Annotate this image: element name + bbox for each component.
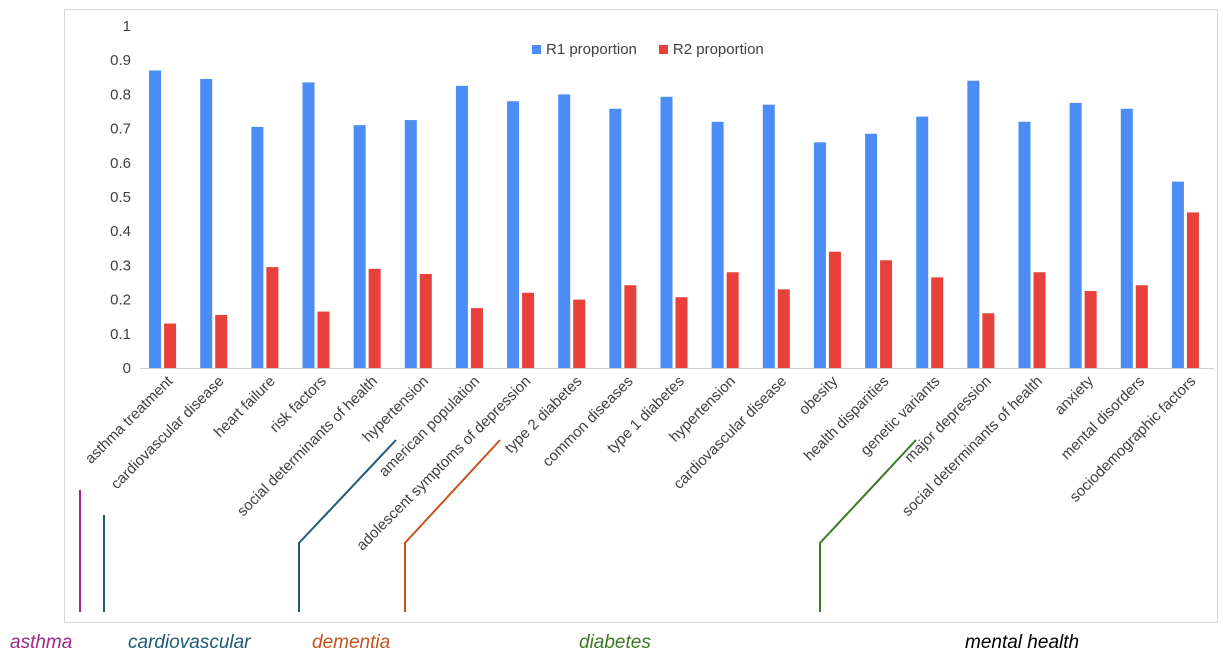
bar-r1 [1069, 102, 1082, 368]
legend-label-r1: R1 proportion [546, 41, 637, 58]
bar-r2 [470, 308, 483, 368]
x-tick-label: asthma treatment [82, 372, 177, 467]
bar-r1 [1120, 108, 1133, 368]
y-tick-label: 0.9 [110, 52, 131, 69]
group-line-diabetes [819, 439, 917, 612]
y-tick-label: 0.3 [110, 257, 131, 274]
bar-r1 [507, 101, 520, 369]
group-line-cardiovascular-end [298, 439, 397, 612]
y-tick-label: 0 [123, 360, 131, 377]
bar-r2 [880, 260, 893, 368]
y-tick-label: 0.6 [110, 155, 131, 172]
bar-r2 [931, 277, 944, 368]
bar-r2 [522, 292, 535, 368]
y-tick-label: 0.5 [110, 189, 131, 206]
bar-r2 [828, 251, 841, 368]
bar-r2 [726, 272, 739, 368]
bar-r2 [164, 323, 177, 368]
bar-r1 [711, 121, 724, 368]
legend-swatch-r1 [532, 45, 541, 54]
bar-r1 [353, 125, 366, 369]
x-tick-label: anxiety [1051, 372, 1097, 418]
bar-r1 [813, 142, 826, 368]
group-label-cardiovascular: cardiovascular [128, 632, 251, 653]
legend-swatch-r2 [658, 45, 668, 54]
bar-r2 [982, 313, 995, 368]
bar-r1 [558, 94, 571, 369]
legend: R1 proportion R2 proportion [532, 41, 764, 58]
bar-r2 [317, 311, 330, 368]
group-line-dementia [404, 439, 501, 612]
bar-r2 [1135, 285, 1148, 368]
x-tick-label: obesity [796, 372, 842, 418]
bar-r1 [149, 70, 162, 369]
bar-r2 [266, 267, 279, 368]
group-label-mental-health: mental health [965, 632, 1080, 653]
bar-r1 [302, 82, 315, 369]
bar-r1 [455, 85, 468, 368]
bar-r1 [251, 126, 264, 368]
bar-r1 [762, 104, 775, 368]
y-tick-label: 0.2 [110, 292, 131, 309]
bar-r2 [777, 289, 790, 368]
bar-r1 [609, 108, 622, 368]
y-tick-label: 0.7 [110, 121, 131, 138]
legend-label-r2: R2 proportion [672, 41, 764, 58]
bar-r1 [967, 80, 980, 368]
x-tick-label: major depression [901, 373, 994, 466]
bar-r1 [660, 96, 673, 368]
y-tick-label: 1 [123, 18, 131, 35]
bar-r2 [419, 273, 432, 368]
group-label-asthma: asthma [10, 632, 73, 653]
bar-r2 [1033, 272, 1046, 368]
legend-item-r1: R1 proportion [532, 41, 637, 58]
legend-item-r2: R2 proportion [658, 41, 764, 58]
bar-r2 [368, 268, 381, 368]
group-label-dementia: dementia [312, 632, 391, 653]
bar-r1 [404, 120, 417, 368]
chart-frame [64, 9, 1218, 623]
bar-r2 [215, 314, 228, 368]
bar-r1 [1018, 121, 1031, 368]
bar-r2 [1084, 291, 1097, 368]
y-tick-label: 0.4 [110, 223, 131, 240]
bar-r2 [624, 285, 637, 368]
bar-r1 [1171, 181, 1184, 368]
x-tick-label: common diseases [539, 373, 637, 471]
bar-r1 [200, 79, 213, 368]
bar-r1 [865, 133, 878, 368]
bar-r2 [1186, 212, 1199, 368]
bar-r2 [573, 299, 586, 368]
bar-r1 [916, 116, 929, 368]
y-tick-label: 0.1 [110, 326, 131, 343]
bar-r2 [675, 297, 688, 368]
group-label-diabetes: diabetes [579, 632, 651, 653]
x-tick-label: american population [376, 373, 484, 481]
y-tick-label: 0.8 [110, 86, 131, 103]
